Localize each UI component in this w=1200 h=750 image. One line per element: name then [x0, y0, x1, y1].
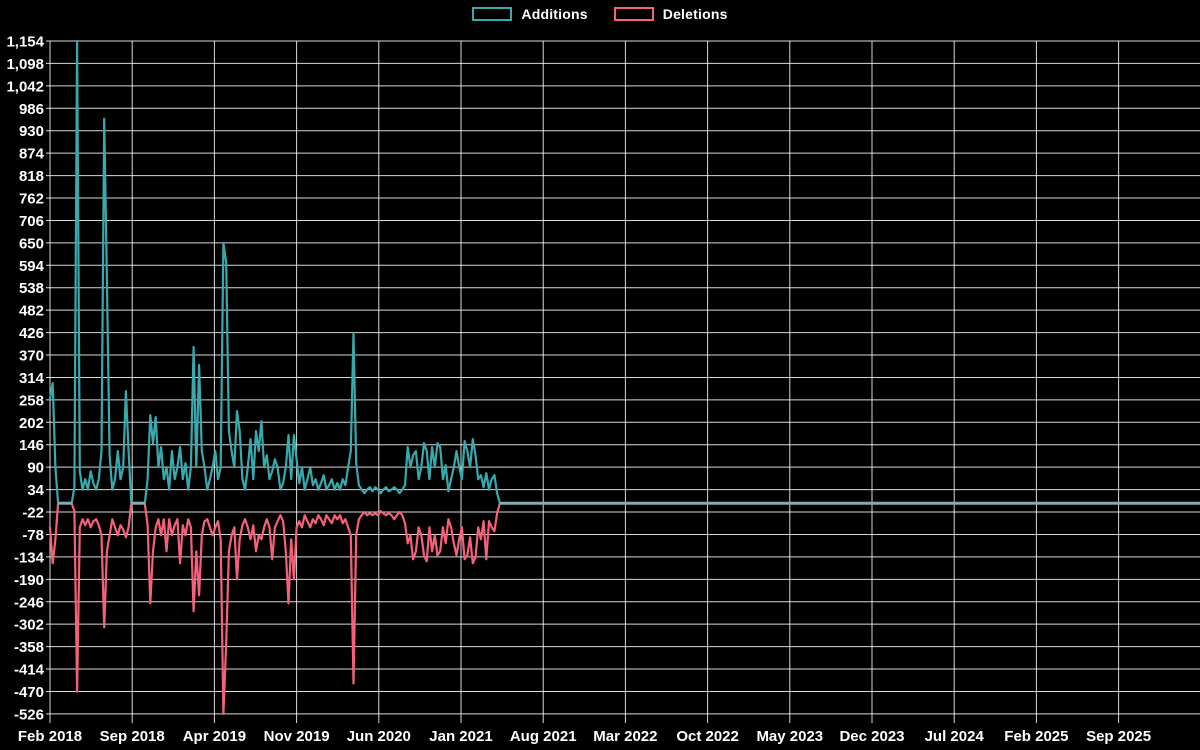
y-axis-tick-label: 202: [19, 415, 44, 432]
y-axis-tick-label: 258: [19, 392, 44, 409]
y-axis-tick-label: -246: [14, 594, 44, 611]
y-axis-tick-label: -526: [14, 706, 44, 723]
x-axis-tick-label: Jul 2024: [925, 728, 985, 745]
y-axis-tick-label: 1,154: [6, 34, 44, 51]
chart-legend: Additions Deletions: [0, 6, 1200, 22]
x-axis-tick-label: Sep 2025: [1086, 728, 1151, 745]
y-axis-tick-label: 706: [19, 213, 44, 230]
y-axis-tick-label: 426: [19, 325, 44, 342]
x-axis-tick-label: Aug 2021: [510, 728, 577, 745]
legend-item-deletions[interactable]: Deletions: [613, 6, 728, 22]
grid-lines: [46, 40, 1200, 723]
y-axis-tick-label: -78: [22, 527, 44, 544]
y-axis-tick-label: 986: [19, 101, 44, 118]
axis-tick-labels: 1,154 1,098 1,042 986 930 874 818 762 706 650 594 5…: [6, 34, 1151, 746]
additions-legend-label: Additions: [521, 6, 588, 22]
x-axis-tick-label: Sep 2018: [100, 728, 165, 745]
y-axis-tick-label: -470: [14, 684, 44, 701]
y-axis-tick-label: 930: [19, 123, 44, 140]
y-axis-tick-label: 1,042: [6, 78, 44, 95]
deletions-swatch: [613, 7, 654, 21]
y-axis-tick-label: 370: [19, 348, 44, 365]
x-axis-tick-label: Dec 2023: [839, 728, 904, 745]
y-axis-tick-label: 538: [19, 280, 44, 297]
x-axis-tick-label: Mar 2022: [593, 728, 657, 745]
x-axis-tick-label: May 2023: [756, 728, 823, 745]
y-axis-tick-label: 650: [19, 235, 44, 252]
x-axis-tick-label: Jan 2021: [429, 728, 492, 745]
x-axis-tick-label: Feb 2025: [1004, 728, 1068, 745]
legend-item-additions[interactable]: Additions: [472, 6, 588, 22]
y-axis-tick-label: -22: [22, 505, 44, 522]
y-axis-tick-label: 762: [19, 191, 44, 208]
y-axis-tick-label: 874: [19, 146, 45, 163]
y-axis-tick-label: -358: [14, 639, 44, 656]
y-axis-tick-label: 146: [19, 437, 44, 454]
x-axis-tick-label: Feb 2018: [18, 728, 82, 745]
y-axis-tick-label: -414: [14, 662, 45, 679]
x-axis-tick-label: Oct 2022: [676, 728, 739, 745]
y-axis-tick-label: 818: [19, 168, 44, 185]
y-axis-tick-label: 90: [27, 460, 44, 477]
data-series-lines: [48, 39, 1200, 716]
additions-swatch: [472, 7, 513, 21]
deletions-line: [48, 502, 501, 716]
y-axis-tick-label: -190: [14, 572, 44, 589]
y-axis-tick-label: 1,098: [6, 56, 44, 73]
y-axis-tick-label: -134: [14, 549, 45, 566]
x-axis-tick-label: Jun 2020: [347, 728, 411, 745]
y-axis-tick-label: -302: [14, 617, 44, 634]
y-axis-tick-label: 34: [27, 482, 44, 499]
y-axis-tick-label: 482: [19, 303, 44, 320]
x-axis-tick-label: Apr 2019: [183, 728, 246, 745]
y-axis-tick-label: 314: [19, 370, 45, 387]
additions-line: [48, 39, 501, 505]
x-axis-tick-label: Nov 2019: [264, 728, 330, 745]
y-axis-tick-label: 594: [19, 258, 45, 275]
deletions-legend-label: Deletions: [662, 6, 728, 22]
